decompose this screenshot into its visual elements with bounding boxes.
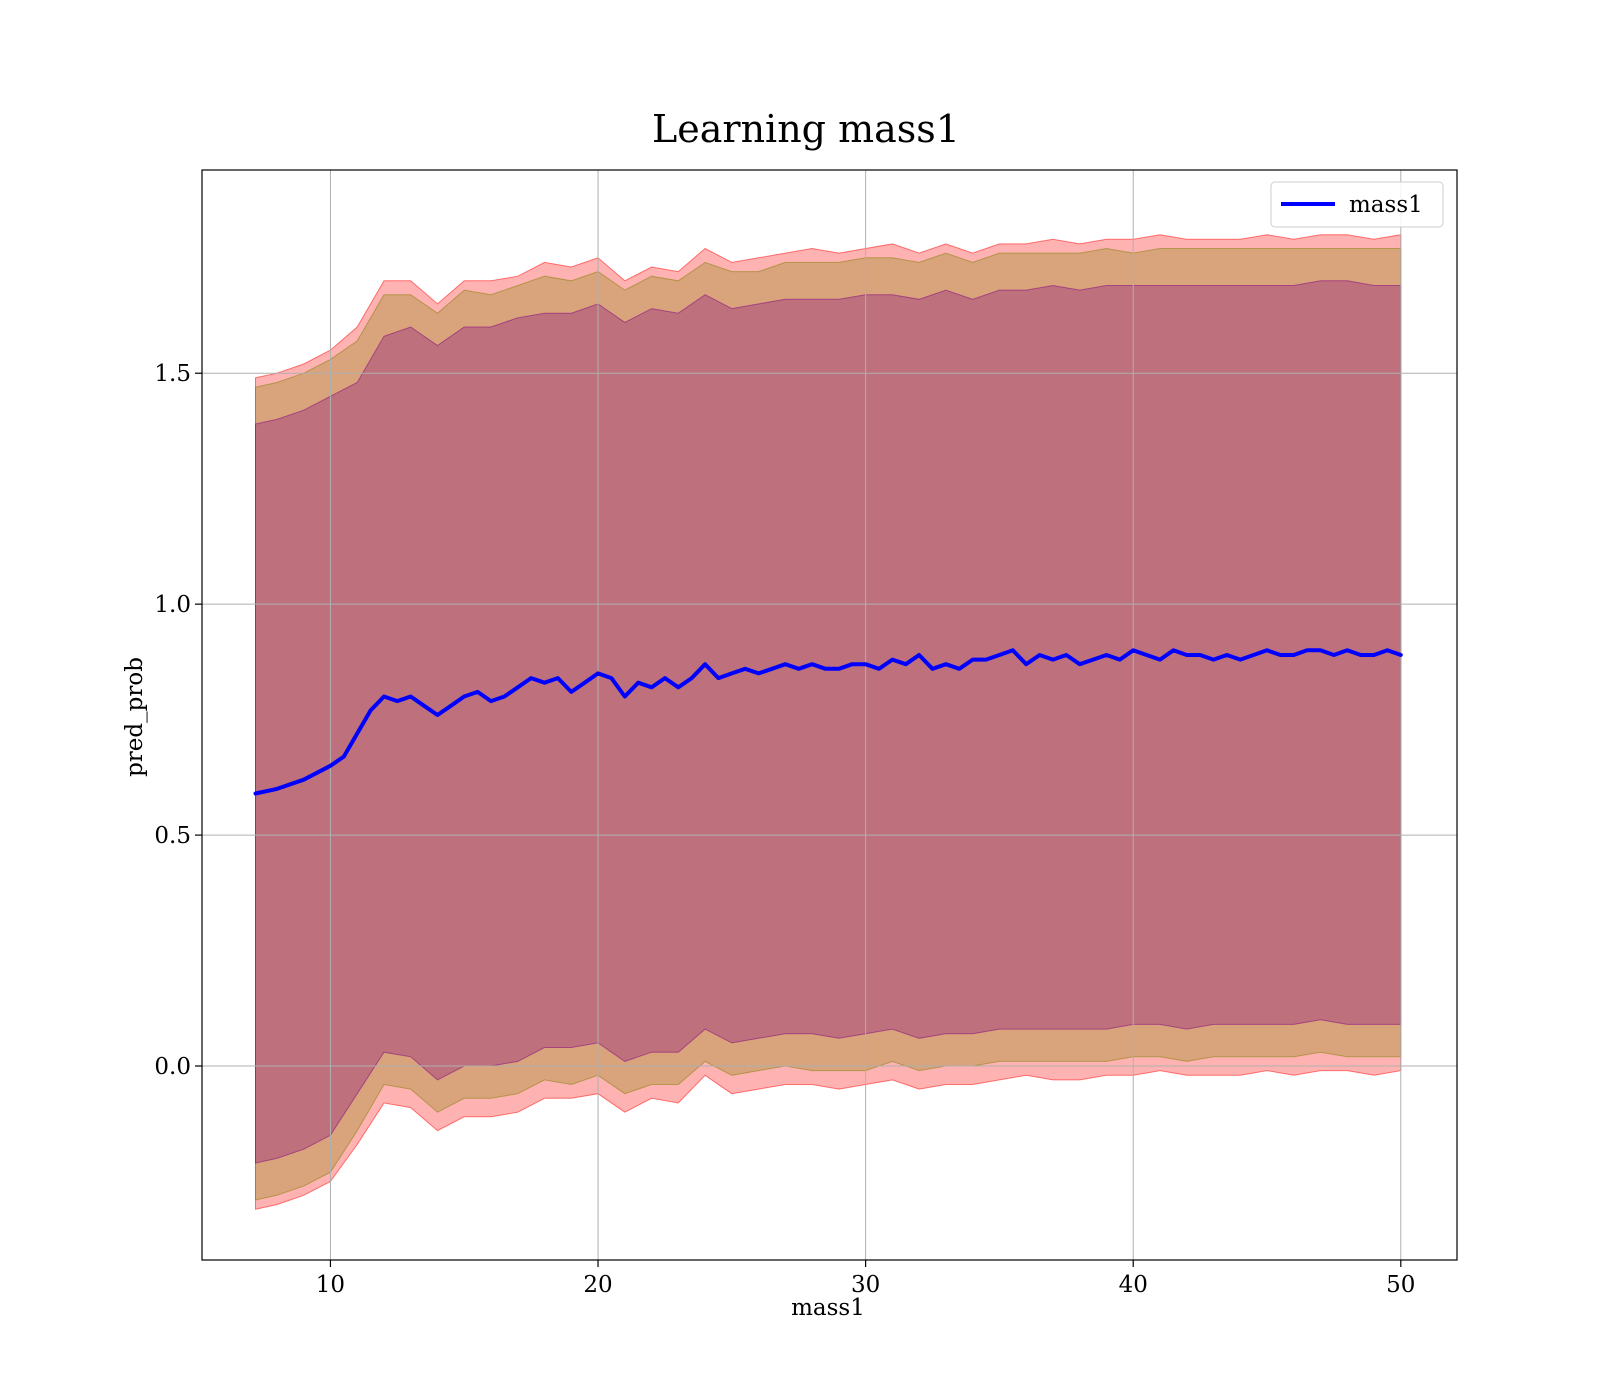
- series-line-1: [253, 648, 1403, 796]
- legend-box: [1270, 181, 1444, 228]
- plot-frame: [201, 169, 1458, 1261]
- y-tick-label-2: 0.5: [154, 823, 191, 849]
- legend-label: mass1: [1349, 192, 1423, 218]
- x-tick-label-4: 40: [1119, 1272, 1148, 1298]
- y-tick-label-3: 1.0: [154, 592, 191, 618]
- x-axis-ticks: 10 20 30 40 50: [316, 1260, 1415, 1298]
- series-layer: [253, 648, 1403, 796]
- chart-title: Learning mass1: [652, 107, 960, 151]
- bands-layer: [255, 234, 1402, 1210]
- y-axis-ticks: 0.0 0.5 1.0 1.5: [154, 361, 202, 1080]
- y-tick-label-1: 0.0: [154, 1054, 191, 1080]
- y-axis-label: pred_prob: [122, 657, 148, 777]
- y-tick-label-4: 1.5: [154, 361, 191, 387]
- x-tick-label-1: 10: [316, 1272, 345, 1298]
- x-axis-label: mass1: [791, 1295, 865, 1321]
- legend: mass1: [1270, 181, 1444, 228]
- x-tick-label-2: 20: [583, 1272, 612, 1298]
- plot-area: [201, 169, 1458, 1261]
- grid-layer: [202, 170, 1457, 1260]
- x-tick-label-3: 30: [851, 1272, 880, 1298]
- x-tick-label-5: 50: [1386, 1272, 1415, 1298]
